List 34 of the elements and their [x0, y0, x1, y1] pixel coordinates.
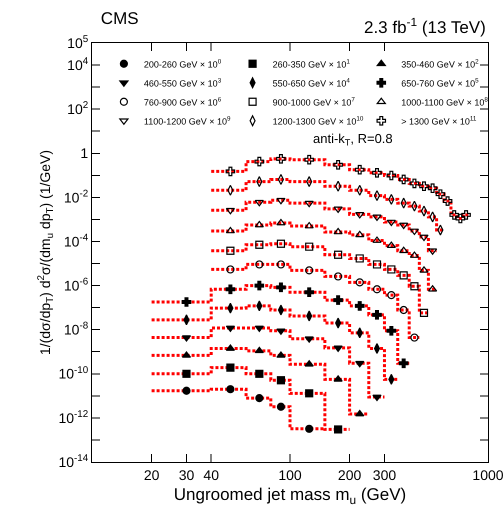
legend-label: 260-350 GeV × 10$^{1}$ [272, 58, 350, 70]
legend-label: 650-760 GeV × 10$^{5}$ [401, 78, 480, 88]
y-tick-label: 10$^{-6}$ [64, 276, 89, 294]
legend-label: 460-550 GeV × 10$^{3}$ [144, 78, 222, 88]
y-tick-label: 1 [80, 145, 88, 162]
y-tick-label: 10$^{-14}$ [58, 453, 89, 470]
x-tick-label: 200 [338, 466, 362, 483]
legend-label: 1100-1200 GeV × 10$^{9}$ [144, 116, 232, 126]
y-tick-label: 10$^{-12}$ [58, 408, 88, 426]
annotation: anti-k$_{T}$, R=0.8 [313, 131, 393, 148]
x-tick-label: 20 [144, 466, 160, 483]
x-tick-label: 300 [372, 466, 396, 483]
legend-label: 760-900 GeV × 10$^{6}$ [144, 96, 222, 108]
legend-label: 1200-1300 GeV × 10$^{10}$ [272, 116, 364, 126]
chart-title: CMS [100, 8, 139, 28]
legend-label: 1000-1100 GeV × 10$^{8}$ [401, 96, 488, 108]
y-tick-label: 10$^{-2}$ [64, 188, 88, 206]
y-tick-label: 10$^{4}$ [67, 56, 89, 73]
legend-label: 900-1000 GeV × 10$^{7}$ [272, 96, 356, 108]
x-tick-label: 100 [278, 466, 302, 483]
y-tick-label: 10$^{-10}$ [58, 364, 89, 382]
x-tick-label: 40 [203, 466, 220, 483]
x-tick-label: 1000 [472, 466, 504, 483]
legend-label: > 1300 GeV × 10$^{11}$ [401, 116, 477, 126]
legend-label: 350-460 GeV × 10$^{2}$ [401, 58, 480, 70]
y-tick-label: 10$^{5}$ [67, 34, 89, 51]
legend-label: 550-650 GeV × 10$^{4}$ [272, 78, 350, 88]
y-tick-label: 10$^{-4}$ [64, 232, 89, 250]
text: 2.3 fb$^{-1}$ (13 TeV) [364, 15, 486, 38]
x-axis-title: Ungroomed jet mass m$_{u}$ (GeV) [174, 485, 406, 507]
legend-label: 200-260 GeV × 10$^{0}$ [144, 58, 222, 70]
y-tick-label: 10$^{-8}$ [64, 320, 89, 338]
x-tick-label: 30 [178, 466, 194, 483]
y-tick-label: 10$^{2}$ [67, 100, 88, 118]
